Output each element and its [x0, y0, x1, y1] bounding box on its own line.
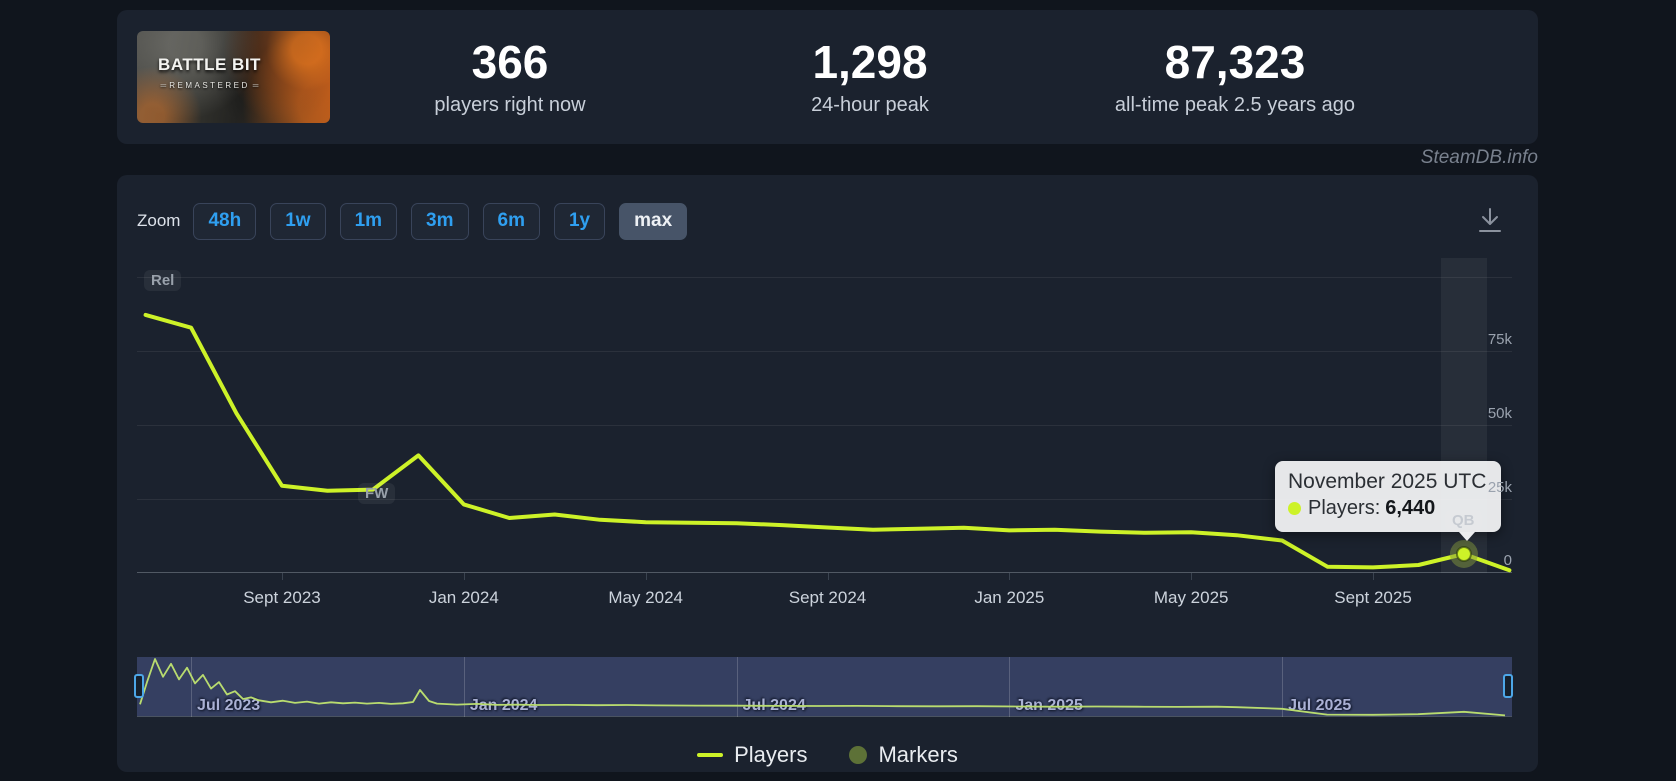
x-axis-tick-May 2024: [645, 573, 647, 580]
tooltip-title: November 2025 UTC: [1288, 470, 1487, 493]
steamdb-watermark-link[interactable]: SteamDB.info: [1420, 147, 1538, 168]
stat-current-players-label: players right now: [434, 94, 586, 116]
zoom-range-button-3m[interactable]: 3m: [411, 202, 469, 240]
gridline-25k: [137, 499, 1512, 501]
game-title: BATTLE BIT: [158, 55, 261, 74]
markers-dot-icon: [849, 746, 868, 764]
legend-players-label: Players: [734, 742, 808, 767]
stat-current-players: 366 players right now: [330, 38, 690, 117]
download-icon[interactable]: [1476, 206, 1504, 236]
navigator-gridline-Jul 2024: [736, 657, 738, 717]
navigator-line-series: [139, 658, 1506, 717]
zoom-range-button-48h[interactable]: 48h: [193, 202, 257, 240]
stat-alltime-peak-label: all-time peak 2.5 years ago: [1114, 94, 1356, 116]
gridline-50k: [137, 425, 1512, 427]
zoom-range-button-max[interactable]: max: [619, 202, 688, 240]
navigator-label-Jul 2025: Jul 2025: [1288, 697, 1352, 714]
x-axis-label-Sept 2024: Sept 2024: [788, 588, 867, 607]
navigator-label-Jan 2025: Jan 2025: [1015, 697, 1083, 714]
game-logo: BATTLE BIT REMASTERED: [147, 55, 272, 93]
event-flag-FW[interactable]: FW: [358, 483, 396, 504]
zoom-label: Zoom: [137, 211, 181, 230]
stat-24h-peak-label: 24-hour peak: [811, 94, 929, 116]
gridline-0: [137, 572, 1512, 573]
x-axis-tick-Sept 2023: [281, 573, 283, 580]
stat-alltime-peak-value: 87,323: [1164, 36, 1306, 88]
navigator-gridline-Jan 2024: [463, 657, 465, 717]
stat-24h-peak-value: 1,298: [812, 36, 928, 88]
navigator-label-Jul 2023: Jul 2023: [197, 697, 261, 714]
gridline-100000: [137, 277, 1512, 279]
zoom-range-button-6m[interactable]: 6m: [482, 202, 540, 240]
navigator-gridline-Jul 2023: [191, 657, 193, 717]
header-card: BATTLE BIT REMASTERED 366 players right …: [117, 10, 1538, 144]
chart-tooltip: November 2025 UTC Players: 6,440: [1275, 461, 1501, 541]
legend-markers[interactable]: Markers: [849, 742, 958, 768]
chart-legend: Players Markers: [117, 742, 1538, 768]
chart-toolbar: Zoom 48h 1w 1m 3m 6m 1y max: [137, 202, 688, 240]
x-axis-label-Jan 2025: Jan 2025: [974, 588, 1045, 607]
zoom-range-button-1m[interactable]: 1m: [339, 202, 398, 240]
x-axis-tick-Jan 2025: [1009, 573, 1011, 580]
chart-card: Zoom 48h 1w 1m 3m 6m 1y max November 2025 UTC …: [117, 175, 1538, 772]
navigator-left-handle[interactable]: [134, 674, 144, 698]
x-axis-tick-Jan 2024: [463, 573, 465, 580]
stat-24h-peak: 1,298 24-hour peak: [690, 38, 1050, 117]
x-axis-tick-Sept 2025: [1373, 573, 1375, 580]
x-axis-tick-Sept 2024: [827, 573, 829, 580]
game-subtitle: REMASTERED: [158, 81, 262, 90]
zoom-range-button-1y[interactable]: 1y: [553, 202, 606, 240]
event-flag-Rel[interactable]: Rel: [144, 270, 182, 291]
chart-navigator[interactable]: Jul 2023 Jan 2024 Jul 2024 Jan 2025 Jul 2025: [134, 657, 1513, 717]
legend-players[interactable]: Players: [697, 742, 807, 768]
navigator-gridline-Jul 2025: [1282, 657, 1284, 717]
players-series-dot-icon: [1288, 502, 1301, 515]
x-axis-label-Sept 2025: Sept 2025: [1334, 588, 1412, 607]
x-axis-label-May 2024: May 2024: [608, 588, 683, 607]
x-axis-tick-May 2025: [1191, 573, 1193, 580]
legend-markers-label: Markers: [878, 742, 958, 767]
tooltip-players-row: Players: 6,440: [1288, 497, 1489, 520]
zoom-range-buttons: 48h 1w 1m 3m 6m 1y max: [193, 202, 688, 240]
navigator-right-handle[interactable]: [1503, 674, 1513, 698]
players-chart[interactable]: November 2025 UTC Players: 6,440 75k 50k 2…: [137, 258, 1512, 607]
tooltip-players-value: 6,440: [1385, 497, 1436, 519]
stat-current-players-value: 366: [471, 36, 549, 88]
tooltip-series-label: Players:: [1308, 497, 1381, 519]
x-axis-label-Sept 2023: Sept 2023: [243, 588, 321, 607]
hover-point-marker[interactable]: [1455, 545, 1472, 562]
zoom-range-button-1w[interactable]: 1w: [270, 202, 326, 240]
x-axis-label-May 2025: May 2025: [1153, 588, 1229, 607]
navigator-gridline-Jan 2025: [1009, 657, 1011, 717]
game-capsule-image[interactable]: BATTLE BIT REMASTERED: [137, 31, 330, 123]
stat-alltime-peak: 87,323 all-time peak 2.5 years ago: [1055, 38, 1415, 117]
x-axis-label-Jan 2024: Jan 2024: [428, 588, 499, 607]
players-line-icon: [697, 753, 724, 757]
event-flag-QB[interactable]: QB: [1445, 510, 1482, 531]
players-line-series: [143, 312, 1512, 573]
gridline-75k: [137, 351, 1512, 353]
